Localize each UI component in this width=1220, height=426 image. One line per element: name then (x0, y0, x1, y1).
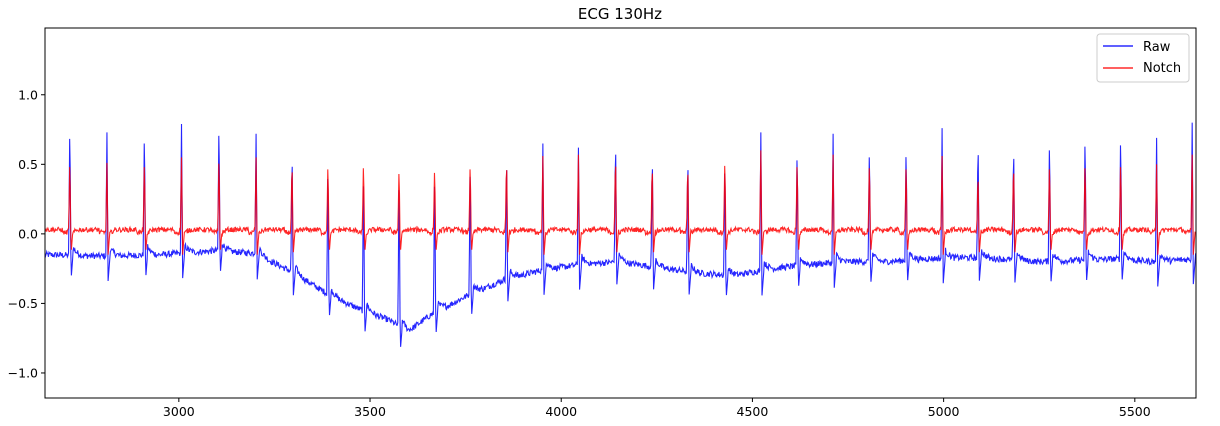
legend-label-notch: Notch (1143, 61, 1181, 76)
legend-label-raw: Raw (1143, 40, 1171, 55)
x-tick-label: 3500 (354, 404, 386, 419)
x-tick-label: 5000 (928, 404, 960, 419)
x-tick-label: 5500 (1119, 404, 1151, 419)
y-tick-label: −0.5 (8, 296, 38, 311)
y-tick-label: 1.0 (18, 87, 38, 102)
y-axis: −1.0 −0.5 0.0 0.5 1.0 (8, 87, 45, 380)
plot-frame (44, 27, 1197, 399)
series-layer (45, 122, 1196, 347)
chart-title: ECG 130Hz (578, 5, 662, 23)
x-tick-label: 4000 (545, 404, 577, 419)
y-tick-label: 0.0 (18, 226, 38, 241)
series-line-notch (45, 150, 1196, 255)
legend: Raw Notch (1096, 33, 1190, 83)
x-axis: 3000 3500 4000 4500 5000 5500 (163, 398, 1151, 419)
x-tick-label: 4500 (737, 404, 769, 419)
x-tick-label: 3000 (163, 404, 195, 419)
y-tick-label: −1.0 (8, 365, 38, 380)
series-line-raw (45, 122, 1196, 347)
y-tick-label: 0.5 (18, 157, 38, 172)
